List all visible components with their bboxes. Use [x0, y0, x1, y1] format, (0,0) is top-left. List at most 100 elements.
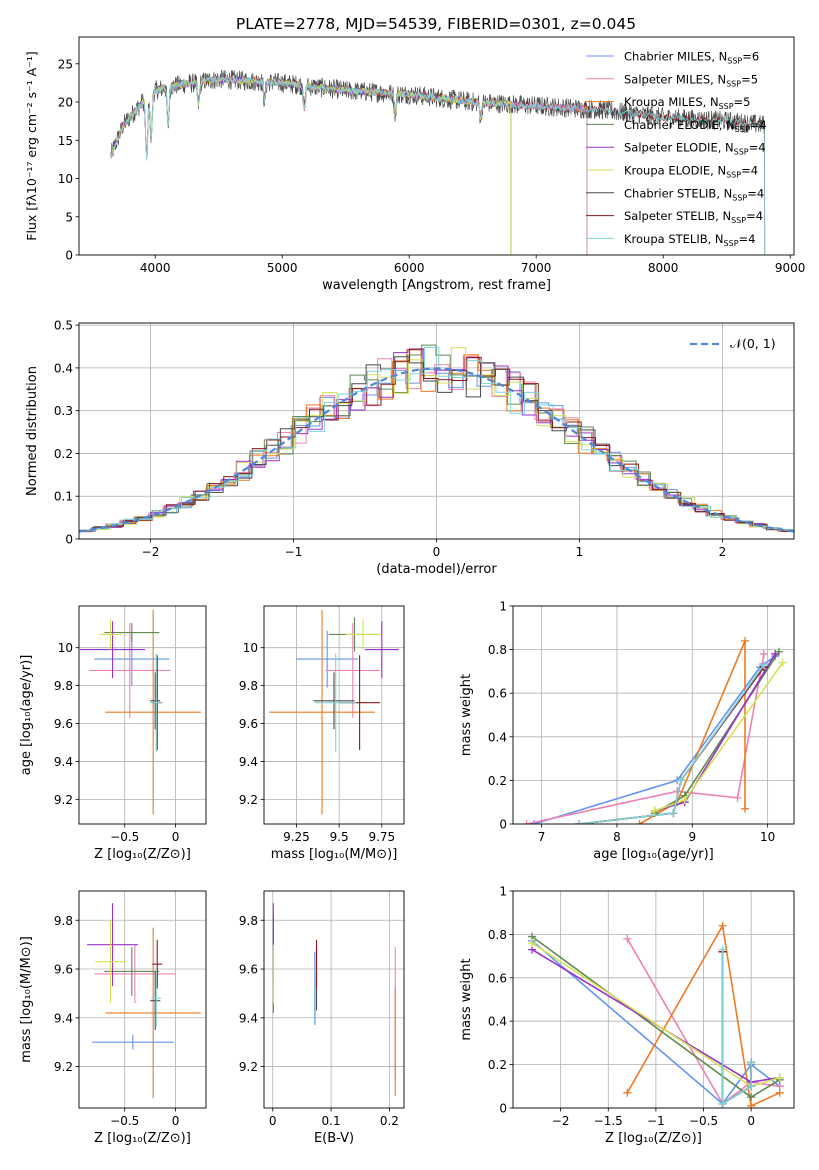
weight-marker-5 [528, 939, 537, 948]
y-tick-label: 10 [58, 172, 73, 186]
y-axis-label: Flux [fλ10⁻¹⁷ erg cm⁻² s⁻¹ A⁻¹] [24, 51, 39, 240]
y-tick-label: 9.4 [54, 755, 73, 769]
y-tick-label: 9.2 [54, 793, 73, 807]
y-tick-label: 0.2 [54, 447, 73, 461]
weight-marker-5 [680, 796, 689, 805]
weight-line-6 [579, 666, 765, 824]
weight-marker-8 [676, 776, 685, 785]
weight-line-1 [626, 938, 780, 1105]
x-tick-label: 8 [613, 830, 621, 844]
x-tick-label: 0.1 [322, 1114, 341, 1128]
y-tick-label: 0.8 [488, 928, 507, 942]
x-tick-label: 9000 [775, 261, 806, 275]
y-tick-label: 0.6 [488, 687, 507, 701]
plot-area-massweight-vs-age [522, 636, 787, 824]
axes-frame [78, 890, 207, 1109]
y-axis-label: Normed distribution [25, 366, 40, 496]
x-tick-label: 1 [576, 545, 584, 559]
y-tick-label: 9.8 [54, 679, 73, 693]
y-tick-label: 0.2 [488, 774, 507, 788]
y-tick-label: 0.4 [488, 730, 507, 744]
weight-line-7 [579, 666, 765, 824]
weight-line-8 [721, 949, 752, 1106]
x-tick-label: 0.2 [380, 1114, 399, 1128]
x-tick-label: 7 [538, 830, 546, 844]
axes-mass-vs-Z: −0.5 0 9.2 9.4 9.6 9.8 Z [log₁₀(Z/Z⊙)] mass [lo… [19, 890, 207, 1146]
axes-massweight-vs-age: 7 8 9 10 0 0.2 0.4 0.6 0.8 1 age [log₁₀(age/yr)] ma… [459, 600, 795, 862]
y-tick-label: 9.6 [54, 717, 73, 731]
y-axis-label: age [log₁₀(age/yr)] [19, 655, 34, 776]
y-tick-label: 10 [58, 641, 73, 655]
weight-marker-5 [775, 1073, 784, 1082]
x-tick-label: 9.5 [330, 830, 349, 844]
weight-marker-4 [771, 649, 780, 658]
y-tick-label: 1 [499, 600, 507, 614]
x-axis-label: age [log₁₀(age/yr)] [593, 847, 714, 862]
y-tick-label: 9.2 [239, 793, 258, 807]
axes-frame [78, 36, 795, 256]
weight-marker-8 [759, 660, 768, 669]
x-tick-label: −2 [142, 545, 160, 559]
histogram-series-7 [80, 348, 794, 532]
y-tick-label: 15 [58, 134, 73, 148]
weight-marker-8 [718, 1099, 727, 1108]
y-tick-label: 9.8 [239, 914, 258, 928]
y-tick-label: 9.8 [54, 914, 73, 928]
y-axis-label: mass [log₁₀(M/M⊙)] [19, 936, 34, 1063]
weight-marker-8 [747, 1082, 756, 1091]
y-axis-label: mass weight [459, 958, 474, 1040]
plot-area-spectrum [110, 69, 766, 255]
x-tick-label: 9.25 [283, 830, 310, 844]
weight-marker-8 [718, 945, 727, 954]
legend-label-4: Salpeter ELODIE, NSSP=4 [624, 141, 766, 157]
x-tick-label: 9.75 [368, 830, 395, 844]
y-tick-label: 25 [58, 57, 73, 71]
x-tick-label: −0.5 [110, 1114, 139, 1128]
axes-age-vs-mass: 9.25 9.5 9.75 9.2 9.4 9.6 9.8 10 mass [log₁₀(M/M… [239, 605, 405, 862]
weight-marker-3 [747, 1093, 756, 1102]
x-tick-label: −1 [285, 545, 303, 559]
axes-frame [263, 890, 405, 1109]
weight-marker-5 [650, 806, 659, 815]
legend-label-0: Chabrier MILES, NSSP=6 [624, 50, 759, 66]
y-tick-label: 0.4 [488, 1015, 507, 1029]
y-tick-label: 9.6 [54, 963, 73, 977]
y-tick-label: 5 [65, 210, 73, 224]
x-tick-label: 2 [719, 545, 727, 559]
weight-marker-2 [623, 1088, 632, 1097]
weight-line-0 [531, 940, 781, 1105]
histogram-series-6 [80, 356, 794, 532]
y-tick-label: 1 [499, 885, 507, 899]
y-tick-label: 0.5 [54, 319, 73, 333]
x-tick-label: −0.5 [689, 1114, 718, 1128]
weight-marker-5 [778, 658, 787, 667]
y-tick-label: 9.2 [239, 1060, 258, 1074]
x-tick-label: −1.5 [594, 1114, 623, 1128]
weight-marker-8 [669, 809, 678, 818]
axes-age-vs-Z: −0.5 0 9.2 9.4 9.6 9.8 10 Z [log₁₀(Z/Z⊙)] age [l… [19, 605, 207, 862]
axes-frame [512, 605, 795, 825]
x-tick-label: −2 [552, 1114, 570, 1128]
y-tick-label: 0 [499, 818, 507, 832]
x-tick-label: 0 [172, 830, 180, 844]
y-tick-label: 9.4 [239, 755, 258, 769]
legend-label-8: Kroupa STELIB, NSSP=4 [624, 232, 755, 248]
legend-label-5: Kroupa ELODIE, NSSP=4 [624, 164, 758, 180]
spectrum-line-8 [110, 75, 766, 255]
axes-frame [512, 890, 795, 1109]
weight-line-1 [526, 653, 765, 824]
y-tick-label: 20 [58, 96, 73, 110]
x-tick-label: 7000 [521, 261, 552, 275]
y-tick-label: 0.8 [488, 643, 507, 657]
weight-marker-1 [522, 820, 531, 824]
y-tick-label: 9.4 [54, 1011, 73, 1025]
weight-marker-2 [718, 921, 727, 930]
weight-marker-1 [733, 793, 742, 802]
figure-title: PLATE=2778, MJD=54539, FIBERID=0301, z=0… [236, 15, 636, 33]
x-tick-label: 10 [760, 830, 775, 844]
x-axis-label: Z [log₁₀(Z/Z⊙)] [94, 847, 191, 862]
plot-area-massweight-vs-Z [528, 921, 784, 1108]
axes-frame [78, 605, 207, 825]
plot-area-mass-vs-EBV [272, 903, 396, 1096]
axes-mass-vs-EBV: 0 0.1 0.2 9.2 9.4 9.6 9.8 E(B-V) [239, 890, 405, 1146]
